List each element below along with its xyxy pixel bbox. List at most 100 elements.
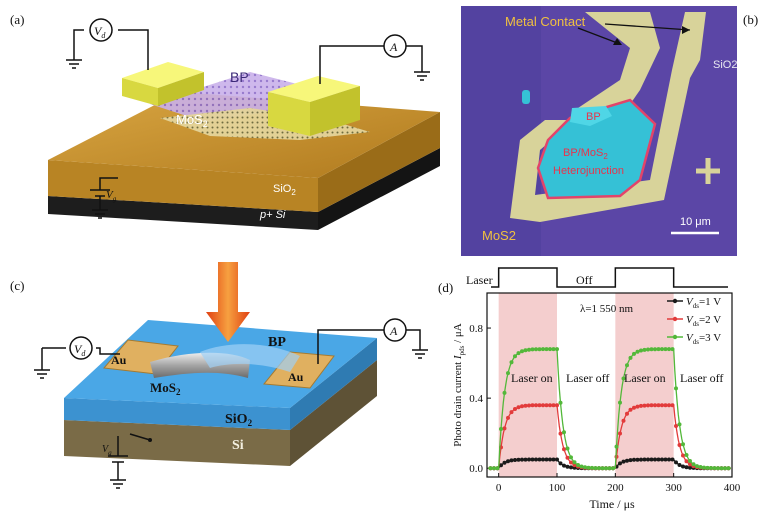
legend-item-2: Vds=2 V xyxy=(667,314,721,328)
series-3-point xyxy=(681,442,685,447)
series-3-point xyxy=(558,400,563,405)
laser-off-label-2: Laser off xyxy=(680,371,723,385)
series-3-point xyxy=(653,347,657,352)
series-2-point xyxy=(625,411,629,416)
series-1-point xyxy=(674,460,678,465)
series-2-point xyxy=(667,403,671,408)
series-2-point xyxy=(506,415,510,420)
series-1-point xyxy=(565,464,570,469)
series-1-point xyxy=(649,457,654,462)
series-3-point xyxy=(513,354,517,359)
series-3-point xyxy=(702,465,706,470)
series-1-point xyxy=(681,464,685,469)
laser-on-label-2: Laser on xyxy=(624,371,666,385)
series-1-point xyxy=(663,457,668,462)
series-2-point xyxy=(562,447,566,452)
series-1-point xyxy=(642,457,647,462)
series-1-point xyxy=(499,463,503,468)
series-2-point xyxy=(653,403,657,408)
series-vds-3 xyxy=(488,347,731,471)
hetero-label-2: Heterojunction xyxy=(553,165,624,177)
series-3-point xyxy=(698,465,703,469)
sio2-layer-right xyxy=(290,338,377,430)
series-3-point xyxy=(667,347,671,352)
series-2-point xyxy=(502,426,507,431)
series-2-point xyxy=(635,404,640,409)
series-3-point xyxy=(695,464,699,469)
heterojunction-flake xyxy=(536,98,657,200)
series-2-point xyxy=(558,431,563,436)
series-1-point xyxy=(537,457,542,462)
au-right-label: Au xyxy=(288,370,304,384)
series-3-point xyxy=(621,376,626,381)
series-2-point xyxy=(565,455,570,460)
series-2-point xyxy=(509,410,514,415)
x-tick-label-100: 100 xyxy=(549,482,566,494)
series-1-point xyxy=(527,457,531,462)
arrow-head-right xyxy=(682,26,690,34)
ammeter-label: A xyxy=(389,40,398,54)
panel-a-label: (a) xyxy=(10,12,24,27)
laser-on-label-1: Laser on xyxy=(511,371,553,385)
series-3-point xyxy=(705,465,710,470)
bp-label-c: BP xyxy=(268,335,286,350)
panel-c: (c) BP Au Au MoS2 SiO2 Si xyxy=(10,262,428,489)
series-1-point xyxy=(555,457,559,462)
arrow-line-left xyxy=(577,27,621,45)
series-2-point xyxy=(649,403,654,408)
series-3-point xyxy=(583,465,587,470)
series-3-point xyxy=(537,347,542,352)
series-1-point xyxy=(562,463,566,468)
series-3-point xyxy=(527,347,531,352)
vg-circuit xyxy=(90,177,118,219)
series-3-point xyxy=(579,464,584,469)
series-2-point xyxy=(632,405,636,410)
series-2-point xyxy=(572,463,577,468)
series-3-point xyxy=(716,466,720,471)
series-2-point xyxy=(523,403,528,408)
series-3-point xyxy=(492,466,496,471)
laser-on-region-2 xyxy=(615,293,674,477)
series-3-point xyxy=(649,347,654,352)
series-2-point xyxy=(569,460,573,465)
panel-b-label: (b) xyxy=(743,12,758,27)
series-1-point xyxy=(667,457,671,462)
series-1-point xyxy=(618,461,622,466)
series-2-point xyxy=(541,403,545,408)
sio2-label-b: SiO2 xyxy=(713,59,737,71)
series-3-point xyxy=(628,355,633,360)
series-3-point xyxy=(600,466,605,471)
legend-item-1: Vds=1 V xyxy=(667,296,721,310)
series-1-point xyxy=(656,457,661,462)
bp-region xyxy=(570,106,612,126)
series-3-point xyxy=(632,351,636,356)
series-2-point xyxy=(534,403,538,408)
vd-meter-icon-c xyxy=(69,336,93,360)
series-3-point xyxy=(590,465,594,470)
series-3-point xyxy=(530,347,535,352)
data-series xyxy=(488,347,731,471)
series-2-point xyxy=(548,403,552,408)
substrate-psi-side xyxy=(48,196,318,230)
series-3-point xyxy=(709,466,713,470)
series-2-point xyxy=(646,403,650,408)
series-3-point xyxy=(534,347,538,352)
y-tick-label-0.4: 0.4 xyxy=(469,393,483,405)
x-tick-label-0: 0 xyxy=(496,482,502,494)
series-2-point xyxy=(537,403,542,408)
svg-text:Vds=3 V: Vds=3 V xyxy=(686,332,721,346)
series-2-point xyxy=(674,424,678,428)
mos2-label-c: MoS2 xyxy=(150,380,181,397)
series-3-point xyxy=(712,466,717,471)
flake-fragment xyxy=(522,90,530,104)
substrate-psi-right xyxy=(318,148,440,230)
series-1-point xyxy=(653,457,657,462)
series-2-point xyxy=(555,403,559,408)
series-1-point xyxy=(677,463,682,467)
series-2-point xyxy=(656,403,661,408)
series-1-point xyxy=(541,457,545,462)
series-2-point xyxy=(516,405,521,410)
series-3-point xyxy=(611,466,615,471)
series-3-point xyxy=(509,360,514,365)
vd-circuit xyxy=(66,29,149,70)
